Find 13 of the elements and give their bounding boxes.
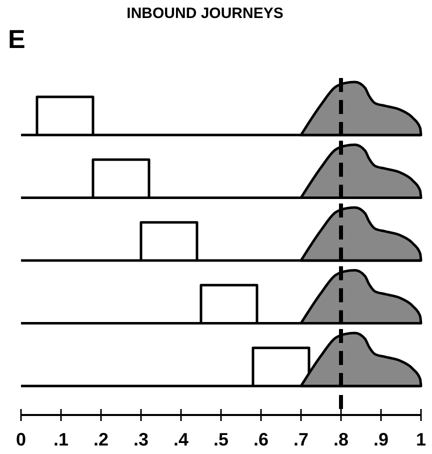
x-tick-label: 1 [416, 430, 426, 450]
x-tick-label: .9 [373, 430, 389, 450]
x-tick-label: .4 [173, 430, 189, 450]
x-tick-label: .2 [93, 430, 109, 450]
chart-title: INBOUND JOURNEYS [126, 5, 284, 22]
x-tick-label: .3 [133, 430, 149, 450]
x-tick-label: .1 [53, 430, 69, 450]
x-tick-label: .7 [293, 430, 309, 450]
x-tick-label: .6 [253, 430, 269, 450]
x-tick-label: .8 [333, 430, 349, 450]
x-tick-label: .5 [213, 430, 229, 450]
x-tick-label: 0 [16, 430, 26, 450]
text: E [8, 24, 26, 54]
